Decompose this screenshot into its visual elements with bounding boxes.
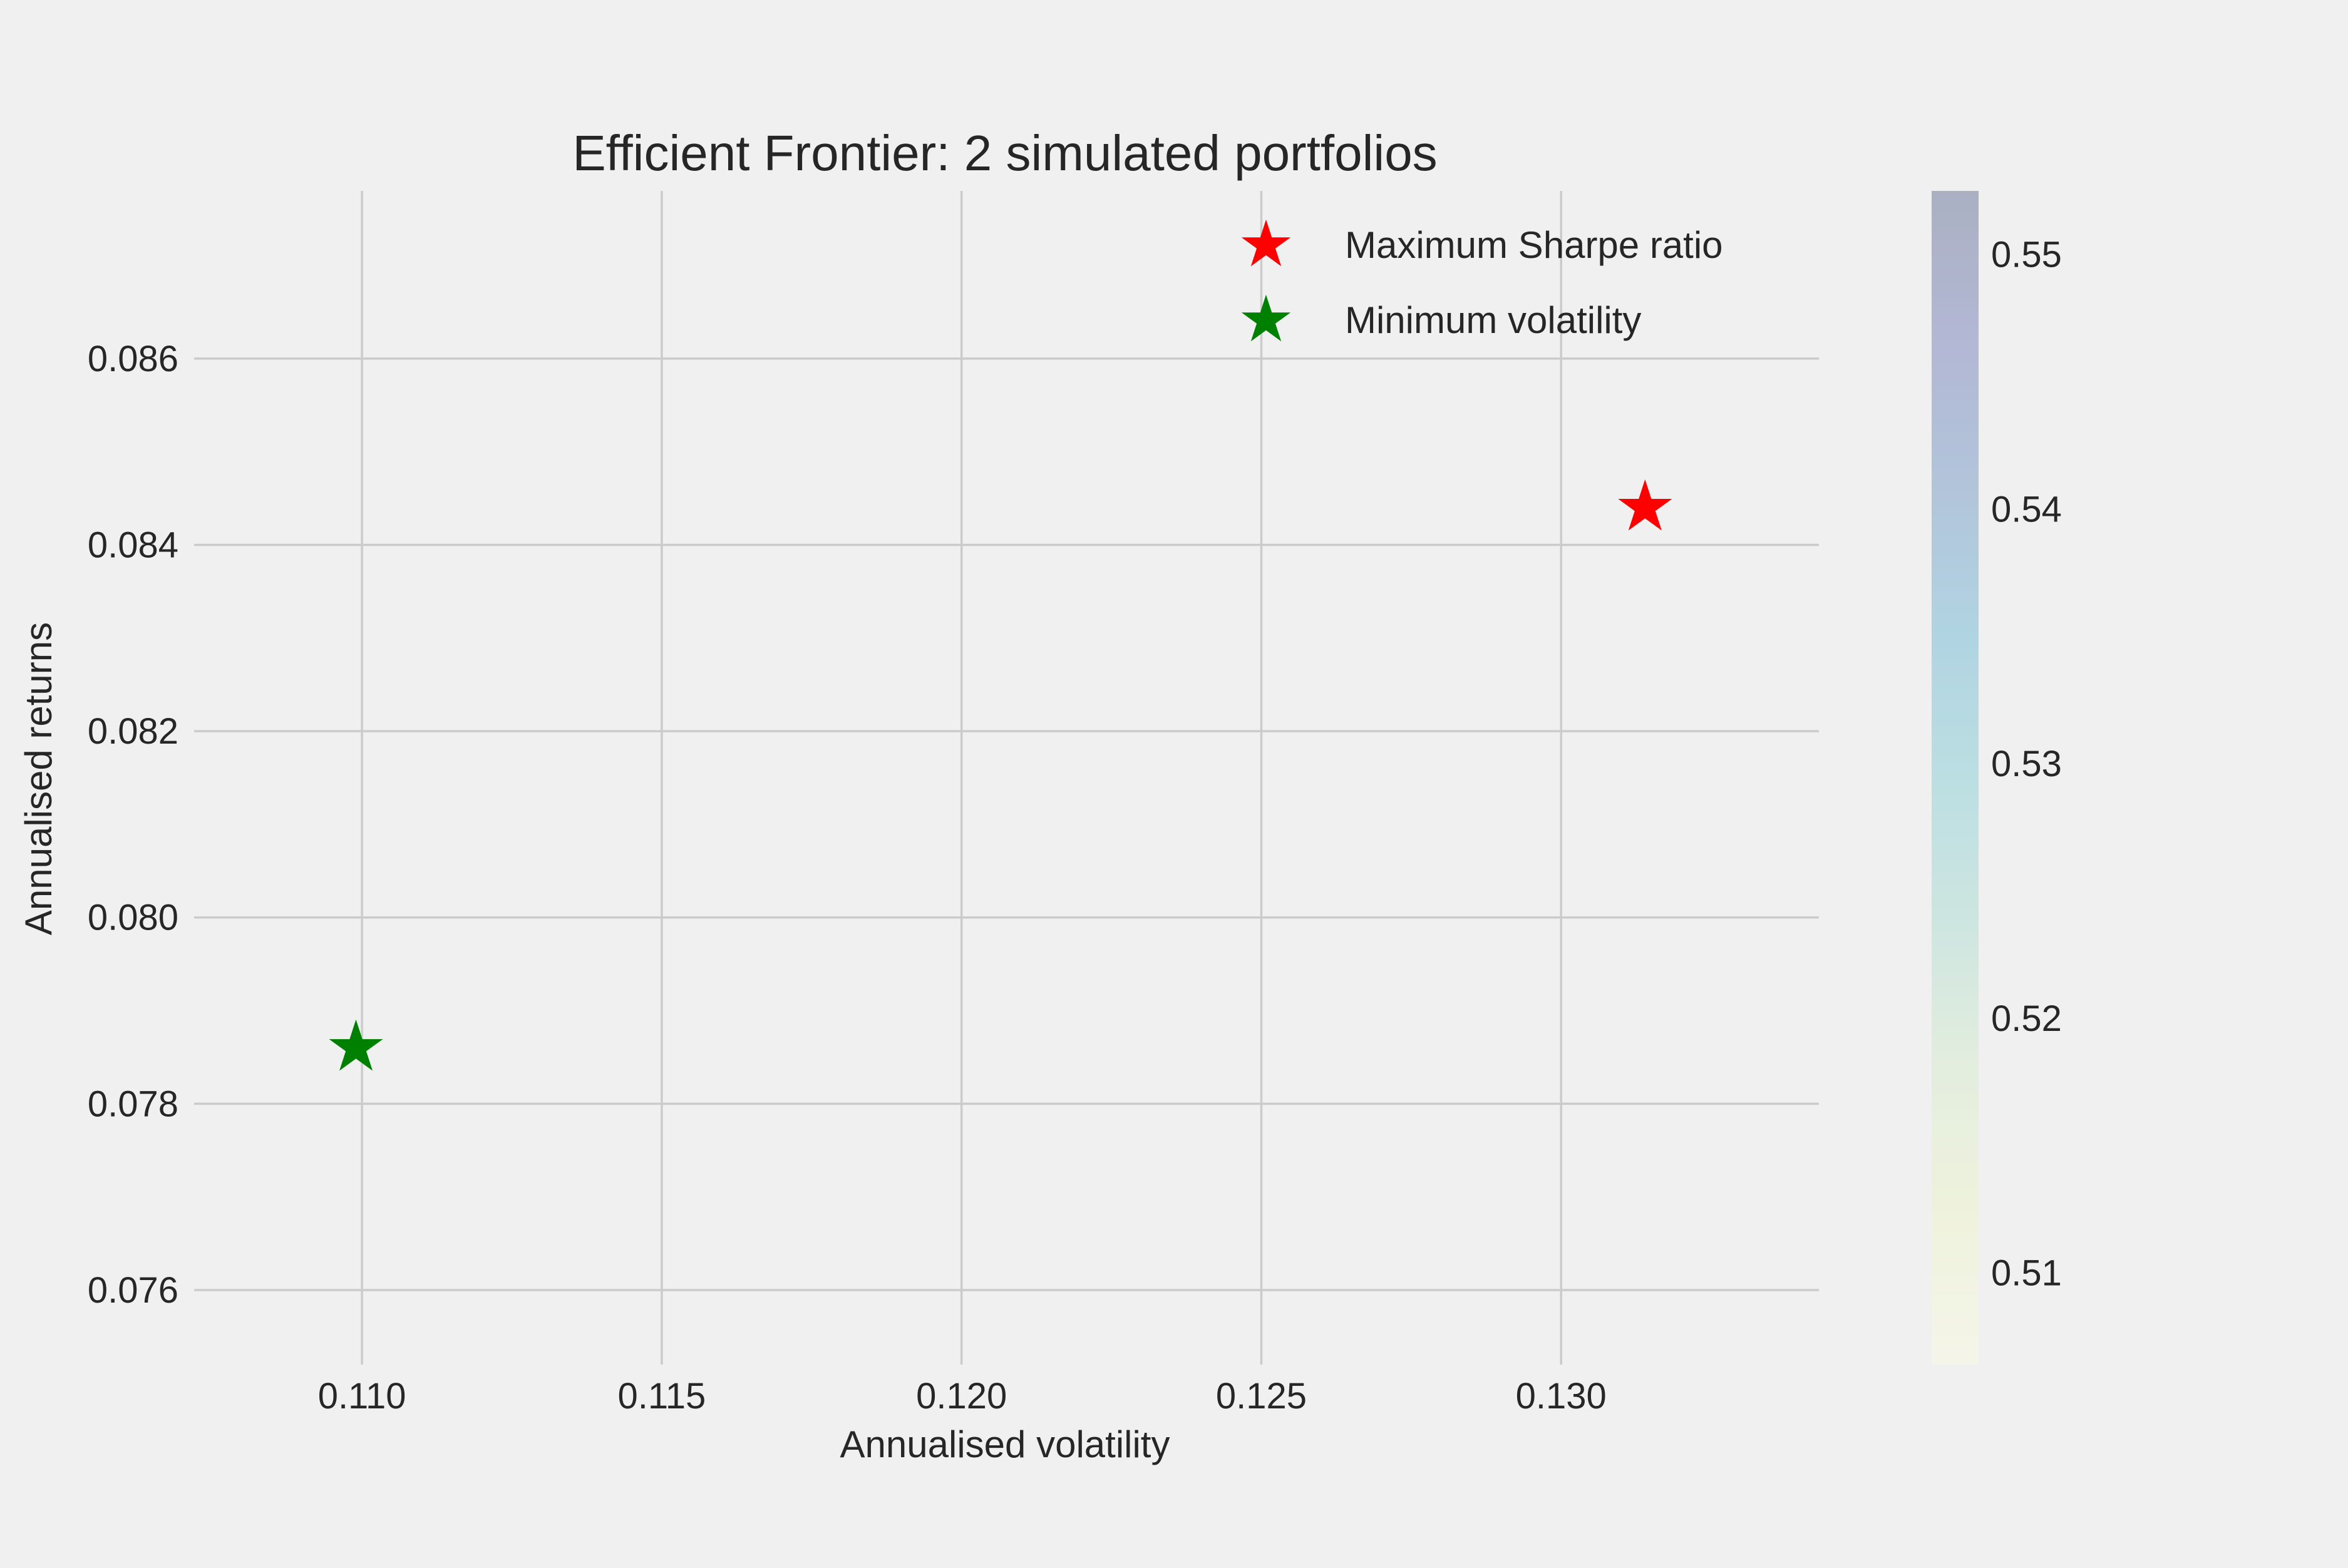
x-tick-label: 0.130 <box>1516 1376 1607 1417</box>
grid-layer <box>194 191 1819 1365</box>
y-tick-label: 0.078 <box>88 1084 178 1124</box>
colorbar-tick-label: 0.51 <box>1991 1253 2062 1294</box>
legend-label: Maximum Sharpe ratio <box>1345 224 1723 266</box>
x-tick-label: 0.110 <box>318 1376 406 1417</box>
chart-title: Efficient Frontier: 2 simulated portfoli… <box>572 125 1437 181</box>
legend-star-marker <box>1241 219 1291 267</box>
colorbar: 0.51 0.52 0.53 0.54 0.55 <box>1932 191 2062 1365</box>
y-tick-labels: 0.076 0.078 0.080 0.082 0.084 0.086 <box>88 339 178 1311</box>
scatter-points-layer <box>351 503 1650 1053</box>
y-tick-label: 0.082 <box>88 711 178 752</box>
y-axis-label: Annualised returns <box>18 622 59 935</box>
colorbar-tick-label: 0.54 <box>1991 489 2062 530</box>
y-tick-label: 0.080 <box>88 898 178 938</box>
legend: Maximum Sharpe ratio Minimum volatility <box>1241 219 1723 342</box>
y-tick-label: 0.084 <box>88 525 178 565</box>
colorbar-tick-label: 0.55 <box>1991 235 2062 275</box>
x-axis-label: Annualised volatility <box>840 1423 1170 1465</box>
highlight-markers-layer <box>329 479 1672 1071</box>
colorbar-gradient <box>1932 191 1979 1365</box>
highlight-star-marker <box>329 1019 383 1071</box>
x-tick-label: 0.115 <box>617 1376 706 1417</box>
legend-star-marker <box>1241 294 1291 342</box>
y-tick-label: 0.086 <box>88 339 178 379</box>
highlight-star-marker <box>1618 479 1672 531</box>
colorbar-tick-label: 0.52 <box>1991 998 2062 1039</box>
legend-label: Minimum volatility <box>1345 299 1641 341</box>
y-tick-label: 0.076 <box>88 1270 178 1311</box>
colorbar-tick-label: 0.53 <box>1991 744 2062 784</box>
x-tick-label: 0.120 <box>916 1376 1007 1417</box>
x-tick-labels: 0.110 0.115 0.120 0.125 0.130 <box>318 1376 1607 1417</box>
x-tick-label: 0.125 <box>1216 1376 1307 1417</box>
